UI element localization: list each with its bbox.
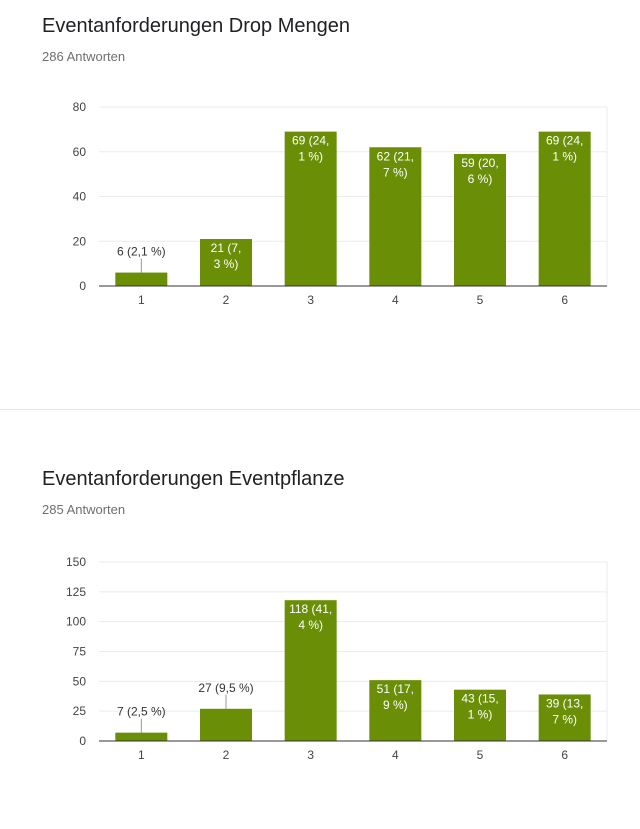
bar — [284, 131, 337, 286]
data-label: 6 (2,1 %) — [117, 245, 166, 259]
data-label: 59 (20, — [461, 156, 498, 170]
data-label: 69 (24, — [292, 134, 329, 148]
y-tick-label: 125 — [66, 585, 86, 599]
bar — [538, 694, 591, 741]
bar — [115, 272, 168, 286]
data-label: 62 (21, — [377, 149, 414, 163]
chart-card-eventpflanze: Eventanforderungen Eventpflanze 285 Antw… — [0, 410, 640, 829]
y-tick-label: 20 — [73, 234, 87, 248]
x-tick-label: 2 — [223, 293, 230, 307]
data-label: 7 (2,5 %) — [117, 705, 166, 719]
x-tick-label: 4 — [392, 293, 399, 307]
y-tick-label: 25 — [73, 704, 87, 718]
data-label: 4 %) — [298, 618, 323, 632]
data-label: 27 (9,5 %) — [198, 681, 253, 695]
data-label: 6 %) — [468, 172, 493, 186]
data-label: 43 (15, — [461, 692, 498, 706]
bar — [454, 689, 506, 741]
x-tick-label: 6 — [561, 293, 568, 307]
card-divider — [0, 409, 640, 410]
data-label: 51 (17, — [377, 682, 414, 696]
bar — [454, 153, 506, 286]
data-label: 69 (24, — [546, 134, 583, 148]
y-tick-label: 40 — [73, 190, 87, 204]
data-label: 7 %) — [552, 712, 577, 726]
data-label: 1 %) — [298, 150, 323, 164]
y-tick-label: 150 — [66, 555, 86, 569]
bar-chart-drop-mengen: 0 20 40 60 80 6 (2,1 %) 1 21 (7, 3 %) 2 69 (24, 1 %… — [73, 100, 608, 307]
y-tick-label: 80 — [73, 100, 87, 114]
data-label: 118 (41, — [289, 602, 332, 616]
chart-title: Eventanforderungen Eventpflanze — [42, 468, 345, 490]
bar — [538, 131, 591, 286]
data-label: 21 (7, — [211, 241, 242, 255]
y-tick-label: 75 — [73, 645, 87, 659]
x-tick-label: 2 — [223, 748, 230, 762]
bar — [369, 680, 422, 741]
x-tick-label: 5 — [477, 293, 484, 307]
x-tick-label: 4 — [392, 748, 399, 762]
chart-card-drop-mengen: Eventanforderungen Drop Mengen 286 Antwo… — [0, 0, 640, 409]
x-tick-label: 1 — [138, 748, 145, 762]
x-tick-label: 3 — [307, 748, 314, 762]
y-tick-label: 0 — [79, 279, 86, 293]
bar — [284, 600, 337, 741]
bar — [200, 239, 252, 286]
bar — [369, 147, 422, 286]
bar — [200, 708, 252, 741]
data-label: 9 %) — [383, 698, 408, 712]
y-tick-label: 0 — [79, 734, 86, 748]
bar-chart-eventpflanze: 0 25 50 75 100 125 150 7 (2,5 %) 1 27 (9,5 %) 2 118… — [66, 555, 608, 762]
response-count: 285 Antworten — [42, 502, 126, 517]
data-label: 1 %) — [468, 708, 493, 722]
x-tick-label: 1 — [138, 293, 145, 307]
data-label: 1 %) — [552, 150, 577, 164]
chart-title: Eventanforderungen Drop Mengen — [42, 15, 350, 37]
x-tick-label: 6 — [561, 748, 568, 762]
x-tick-label: 3 — [307, 293, 314, 307]
data-label: 3 %) — [214, 257, 239, 271]
data-label: 39 (13, — [546, 696, 583, 710]
response-count: 286 Antworten — [42, 49, 126, 64]
y-tick-label: 100 — [66, 615, 86, 629]
x-tick-label: 5 — [477, 748, 484, 762]
data-label: 7 %) — [383, 165, 408, 179]
bar — [115, 732, 168, 741]
y-tick-label: 50 — [73, 674, 87, 688]
y-tick-label: 60 — [73, 145, 87, 159]
